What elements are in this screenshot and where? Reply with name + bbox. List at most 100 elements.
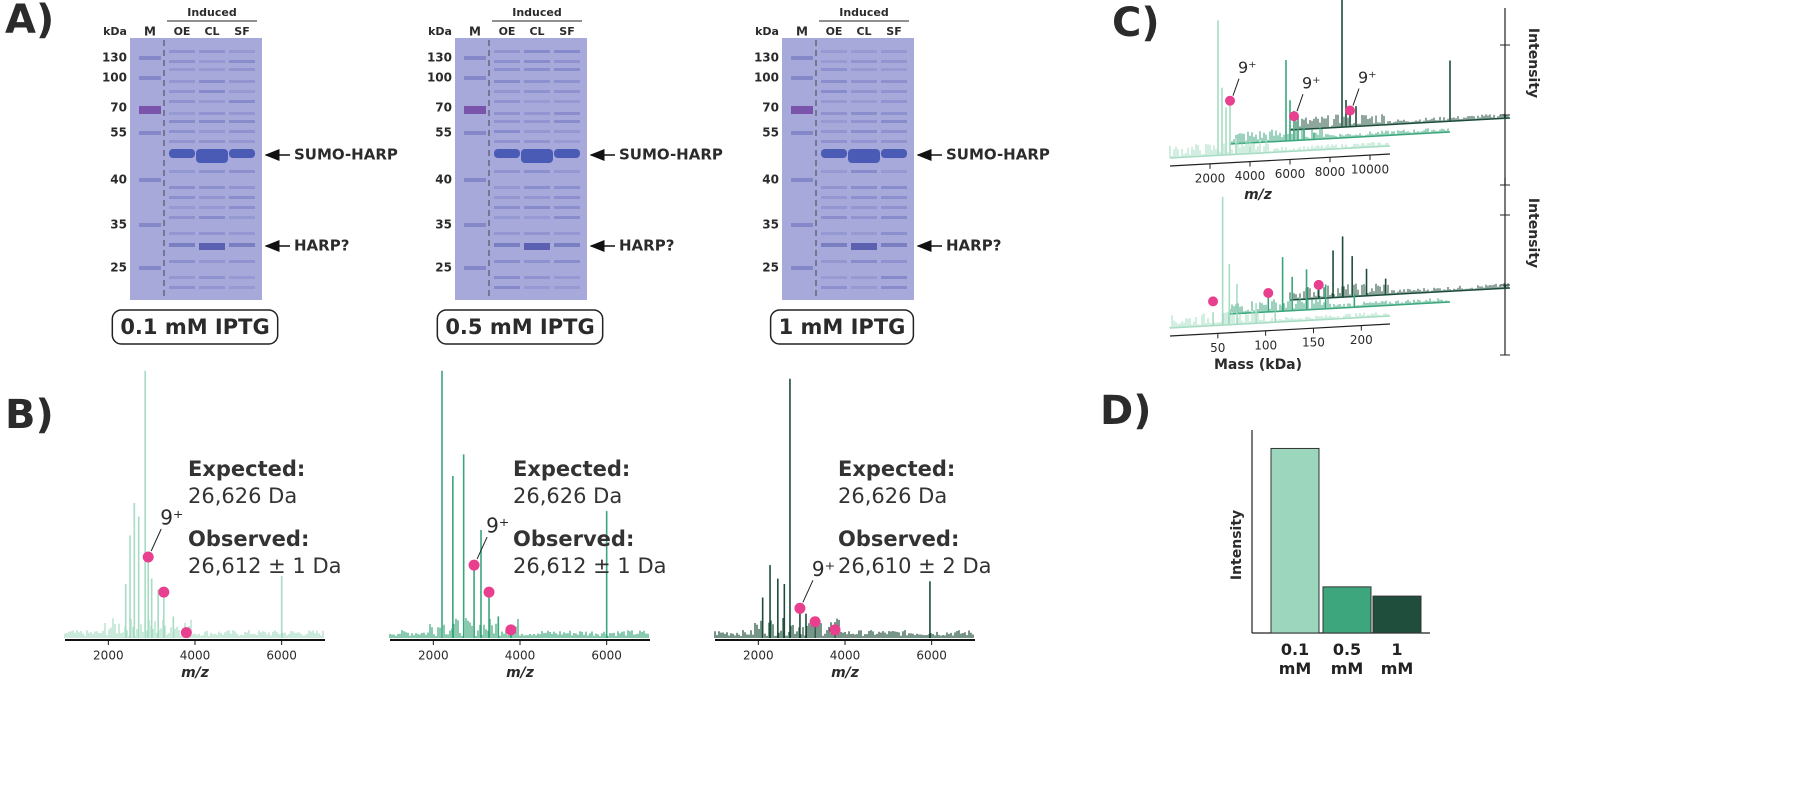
mw-marker: 25 xyxy=(435,261,452,275)
x-tick-label: 4000 xyxy=(830,649,861,663)
annotation: Expected: xyxy=(513,457,630,481)
protein-band xyxy=(524,90,550,93)
lane-label: CL xyxy=(856,25,871,38)
lane-label: CL xyxy=(529,25,544,38)
protein-band xyxy=(821,170,847,173)
protein-band xyxy=(229,112,255,115)
protein-band xyxy=(554,196,580,199)
protein-band xyxy=(229,149,255,158)
mw-unit: kDa xyxy=(755,25,779,38)
ladder-band xyxy=(139,131,161,135)
lane-label: OE xyxy=(174,25,191,38)
protein-band xyxy=(169,206,195,209)
panel-label: D) xyxy=(1100,388,1151,434)
protein-band xyxy=(881,112,907,115)
mw-marker: 35 xyxy=(435,218,452,232)
ladder-band xyxy=(139,106,161,114)
protein-band xyxy=(554,243,580,247)
protein-band xyxy=(554,60,580,63)
protein-band xyxy=(494,206,520,209)
panel-label: C) xyxy=(1112,0,1160,46)
protein-band xyxy=(199,216,225,219)
mw-marker: 40 xyxy=(435,173,452,187)
protein-band xyxy=(851,112,877,115)
protein-band xyxy=(821,68,847,71)
charge-leader xyxy=(802,580,814,603)
protein-band xyxy=(169,50,195,53)
charge-label: 9⁺ xyxy=(1238,58,1257,77)
x-tick-label: 4000 xyxy=(505,649,536,663)
mw-unit: kDa xyxy=(103,25,127,38)
group-label: Induced xyxy=(187,6,236,19)
annotation: 26,612 ± 1 Da xyxy=(513,554,667,578)
x-tick-label: 2000 xyxy=(93,649,124,663)
protein-band xyxy=(169,68,195,71)
mw-marker: 70 xyxy=(110,101,127,115)
charge-label: 9⁺ xyxy=(486,514,509,538)
ladder-band xyxy=(464,106,486,114)
protein-band xyxy=(554,276,580,279)
protein-band xyxy=(524,112,550,115)
protein-band xyxy=(851,130,877,133)
protein-band xyxy=(554,286,580,289)
x-axis-label: m/z xyxy=(506,665,535,681)
charge-label: 9⁺ xyxy=(1302,74,1321,93)
mw-marker: 130 xyxy=(102,51,127,65)
protein-band xyxy=(848,149,880,163)
protein-band xyxy=(169,120,195,123)
charge-marker xyxy=(1313,279,1324,290)
x-axis-label: m/z xyxy=(831,665,860,681)
protein-band xyxy=(881,260,907,263)
protein-band xyxy=(494,112,520,115)
charge-marker xyxy=(483,586,495,598)
x-tick-label: 0.1 mM xyxy=(1278,640,1312,678)
protein-band xyxy=(229,196,255,199)
protein-band xyxy=(881,276,907,279)
ladder-band xyxy=(464,56,486,60)
protein-band xyxy=(851,206,877,209)
protein-band xyxy=(851,260,877,263)
protein-band xyxy=(821,112,847,115)
protein-band xyxy=(524,243,550,250)
ladder-band xyxy=(139,56,161,60)
lane-label: OE xyxy=(499,25,516,38)
mw-marker: 55 xyxy=(110,126,127,140)
ladder-band xyxy=(464,131,486,135)
protein-band xyxy=(821,100,847,103)
bar xyxy=(1372,595,1422,634)
charge-marker xyxy=(180,627,192,639)
protein-band xyxy=(169,196,195,199)
mw-marker: 35 xyxy=(762,218,779,232)
protein-band xyxy=(494,80,520,83)
condition-label: 0.5 mM IPTG xyxy=(445,315,594,339)
protein-band xyxy=(881,149,907,158)
protein-band xyxy=(524,60,550,63)
protein-band xyxy=(229,120,255,123)
protein-band xyxy=(199,186,225,189)
ladder-band xyxy=(791,266,813,270)
x-tick-label: 6000 xyxy=(591,649,622,663)
lane-label: SF xyxy=(559,25,574,38)
protein-band xyxy=(821,120,847,123)
ladder-band xyxy=(464,223,486,227)
protein-band xyxy=(881,68,907,71)
protein-band xyxy=(199,130,225,133)
protein-band xyxy=(881,243,907,247)
protein-band xyxy=(851,216,877,219)
annotation: 26,612 ± 1 Da xyxy=(188,554,342,578)
protein-band xyxy=(169,243,195,247)
protein-band xyxy=(881,60,907,63)
protein-band xyxy=(199,50,225,53)
lane-label: CL xyxy=(204,25,219,38)
charge-label: 9⁺ xyxy=(812,557,835,581)
protein-band xyxy=(821,140,847,143)
x-axis-label: m/z xyxy=(1244,187,1273,203)
protein-band xyxy=(199,120,225,123)
protein-band xyxy=(169,186,195,189)
protein-band xyxy=(821,149,847,158)
protein-band xyxy=(229,80,255,83)
group-label: Induced xyxy=(839,6,888,19)
x-tick-label: 1 mM xyxy=(1380,640,1414,678)
